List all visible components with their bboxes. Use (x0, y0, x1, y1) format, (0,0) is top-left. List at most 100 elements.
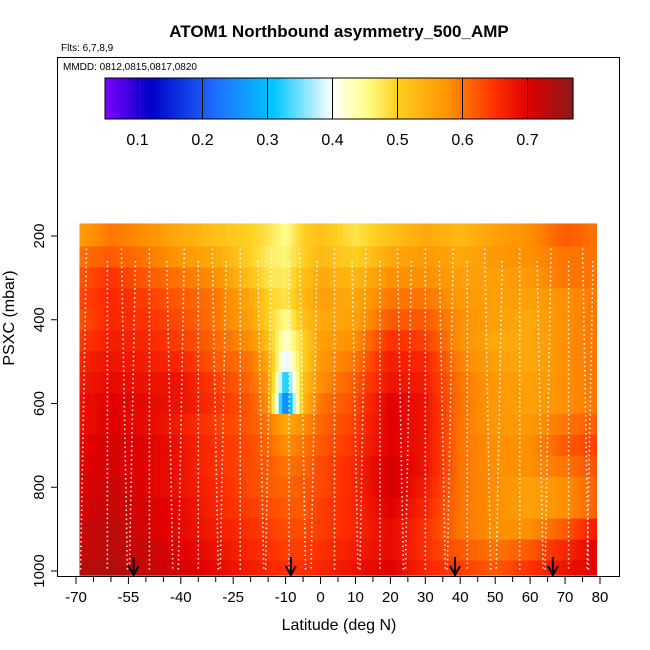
heatmap-cell (344, 288, 349, 310)
heatmap-cell (439, 351, 444, 373)
colorbar-frame (104, 77, 574, 120)
heatmap-cell (519, 309, 524, 331)
heatmap-cell (142, 497, 147, 520)
heatmap-cell (201, 393, 206, 415)
colorbar-segment (292, 78, 297, 119)
heatmap-cell (519, 455, 524, 478)
heatmap-cell (306, 330, 311, 352)
heatmap-cell (421, 246, 426, 268)
heatmap-cell (110, 476, 115, 499)
heatmap-cell (449, 476, 454, 499)
heatmap-cell (184, 413, 189, 436)
heatmap-cell (586, 288, 591, 310)
heatmap-cell (170, 455, 175, 478)
heatmap-cell (589, 351, 594, 373)
heatmap-cell (568, 455, 573, 478)
heatmap-cell (495, 330, 500, 352)
x-tick-label: -40 (170, 589, 192, 606)
heatmap-cell (131, 434, 136, 457)
heatmap-cell (121, 476, 126, 499)
colorbar-segment (315, 78, 321, 119)
heatmap-cell (310, 393, 315, 415)
heatmap-cell (582, 413, 587, 436)
heatmap-cell (264, 560, 269, 576)
heatmap-cell (544, 351, 549, 373)
y-tick-label: 1000 (31, 554, 48, 587)
heatmap-cell (491, 330, 496, 352)
heatmap-cell (523, 476, 528, 499)
heatmap-cell (124, 393, 129, 415)
heatmap-cell (261, 413, 266, 436)
heatmap-cell (100, 309, 105, 331)
heatmap-cell (86, 309, 91, 331)
heatmap-cell (435, 372, 440, 394)
heatmap-cell (397, 372, 402, 394)
heatmap-cell (247, 267, 252, 289)
heatmap-cell (205, 434, 210, 457)
heatmap-cell (460, 223, 465, 247)
heatmap-cell (411, 497, 416, 520)
heatmap-cell (117, 413, 122, 436)
heatmap-cell (558, 246, 563, 268)
heatmap-cell (526, 351, 531, 373)
heatmap-cell (428, 539, 433, 562)
heatmap-cell (173, 351, 178, 373)
heatmap-cell (187, 560, 192, 576)
heatmap-cell (306, 372, 311, 394)
heatmap-cell (411, 476, 416, 499)
heatmap-cell (379, 267, 384, 289)
colorbar-segment (491, 78, 496, 119)
heatmap-cell (561, 351, 566, 373)
heatmap-cell (194, 560, 199, 576)
colorbar-segment (436, 78, 441, 119)
heatmap-cell (142, 539, 147, 562)
heatmap-cell (110, 497, 115, 520)
heatmap-cell (568, 539, 573, 562)
heatmap-cell (254, 330, 259, 352)
heatmap-cell (530, 267, 535, 289)
heatmap-cell (331, 267, 335, 289)
heatmap-cell (467, 267, 472, 289)
heatmap-cell (565, 372, 570, 394)
heatmap-cell (331, 330, 335, 352)
heatmap-cell (271, 309, 276, 331)
heatmap-cell (502, 413, 507, 436)
heatmap-cell (324, 372, 329, 394)
heatmap-cell (124, 434, 129, 457)
heatmap-cell (247, 560, 252, 576)
colorbar-segment (553, 78, 558, 119)
heatmap-cell (117, 560, 122, 576)
heatmap-cell (198, 413, 203, 436)
heatmap-cell (138, 330, 143, 352)
heatmap-cell (341, 476, 346, 499)
heatmap-cell (191, 476, 196, 499)
heatmap-cell (334, 372, 339, 394)
heatmap-cell (561, 518, 566, 541)
heatmap-cell (414, 393, 419, 415)
heatmap-cell (372, 455, 377, 478)
heatmap-cell (397, 539, 402, 562)
heatmap-cell (575, 246, 580, 268)
heatmap-cell (124, 476, 129, 499)
heatmap-cell (481, 330, 486, 352)
heatmap-cell (96, 455, 101, 478)
heatmap-cell (512, 223, 517, 247)
heatmap-cell (432, 246, 437, 268)
heatmap-cell (432, 372, 437, 394)
heatmap-cell (579, 455, 584, 478)
heatmap-cell (317, 476, 322, 499)
heatmap-cell (369, 539, 374, 562)
heatmap-cell (390, 393, 395, 415)
colorbar-segment (424, 78, 430, 119)
heatmap-cell (593, 413, 597, 436)
colorbar-segment (253, 78, 258, 119)
heatmap-cell (523, 223, 528, 247)
heatmap-cell (341, 351, 346, 373)
heatmap-cell (390, 351, 395, 373)
heatmap-cell (523, 351, 528, 373)
heatmap-cell (558, 330, 563, 352)
heatmap-cell (107, 309, 112, 331)
colorbar-segment (179, 78, 184, 119)
heatmap-cell (463, 560, 468, 576)
heatmap-cell (439, 434, 444, 457)
